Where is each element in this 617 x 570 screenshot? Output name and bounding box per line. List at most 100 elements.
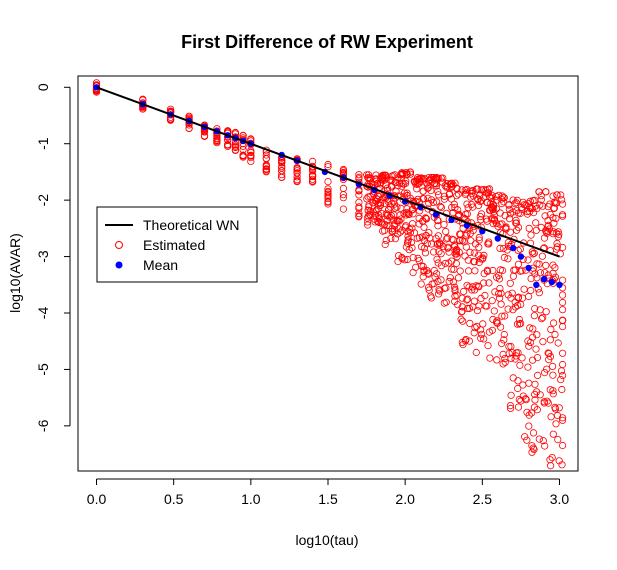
estimated-point (416, 174, 424, 183)
estimated-point (529, 325, 537, 333)
estimated-point (528, 333, 537, 341)
estimated-point (530, 445, 538, 453)
estimated-point (512, 219, 520, 227)
estimated-point (391, 235, 399, 243)
estimated-point (529, 429, 538, 437)
estimated-point (456, 237, 464, 245)
estimated-point (558, 211, 567, 219)
estimated-point (466, 248, 474, 256)
estimated-point (278, 164, 286, 172)
estimated-point (435, 286, 443, 294)
estimated-point (462, 231, 470, 240)
estimated-point (495, 271, 503, 280)
estimated-point (380, 199, 389, 208)
estimated-point (477, 334, 485, 342)
estimated-point (558, 414, 567, 422)
estimated-point (365, 210, 374, 219)
x-tick-label: 0.0 (87, 491, 107, 507)
estimated-point (460, 238, 468, 246)
estimated-point (530, 312, 539, 320)
estimated-point (515, 395, 523, 404)
x-tick-label: 1.5 (318, 491, 338, 507)
y-tick-label: -1 (35, 137, 51, 150)
estimated-point (464, 204, 472, 212)
estimated-point (531, 396, 539, 404)
estimated-point (457, 315, 465, 323)
estimated-point (533, 406, 541, 414)
estimated-point (448, 179, 456, 187)
estimated-point (262, 162, 270, 170)
estimated-point (437, 203, 445, 212)
estimated-point (507, 294, 515, 302)
estimated-point (374, 192, 383, 201)
estimated-point (339, 165, 347, 174)
estimated-point (513, 320, 522, 328)
estimated-point (544, 399, 552, 407)
estimated-point (537, 192, 545, 200)
estimated-point (471, 324, 479, 332)
estimated-point (521, 395, 530, 403)
estimated-point (557, 191, 565, 199)
estimated-point (498, 312, 506, 320)
estimated-point (506, 401, 514, 410)
estimated-point (496, 244, 504, 252)
estimated-point (262, 151, 270, 159)
estimated-point (535, 289, 543, 297)
y-tick-label: 0 (35, 83, 51, 91)
estimated-point (433, 255, 441, 263)
estimated-point (540, 234, 549, 242)
estimated-point (496, 284, 504, 293)
estimated-point (396, 211, 404, 219)
estimated-point (485, 279, 493, 287)
estimated-point (507, 342, 515, 351)
estimated-point (409, 268, 417, 277)
estimated-point (451, 292, 459, 300)
estimated-point (505, 342, 513, 351)
estimated-point (516, 361, 524, 369)
estimated-point (558, 316, 567, 325)
estimated-point (405, 210, 413, 218)
y-tick-label: -2 (35, 194, 51, 207)
estimated-point (475, 236, 483, 244)
estimated-point (488, 297, 496, 305)
estimated-point (555, 230, 563, 239)
x-axis: 0.0 0.5 1.0 1.5 2.0 2.5 3.0 (87, 478, 569, 507)
estimated-point (463, 200, 471, 208)
estimated-point (538, 252, 547, 260)
estimated-point (549, 387, 557, 395)
estimated-point (539, 202, 547, 210)
estimated-point (500, 330, 508, 339)
estimated-point (440, 221, 448, 229)
estimated-point (417, 262, 426, 270)
estimated-point (440, 195, 448, 203)
estimated-point (558, 322, 567, 331)
mean-point (556, 281, 563, 288)
estimated-point (532, 345, 540, 353)
estimated-point (555, 457, 563, 465)
estimated-point (466, 187, 474, 195)
estimated-point (365, 201, 373, 209)
estimated-point (516, 245, 524, 253)
estimated-point (542, 308, 550, 316)
estimated-point (510, 266, 518, 274)
estimated-point (378, 220, 386, 228)
estimated-point (231, 142, 239, 150)
estimated-point (499, 350, 507, 358)
estimated-point (533, 274, 541, 282)
estimated-point (502, 223, 510, 231)
estimated-point (554, 228, 562, 236)
estimated-point (544, 271, 552, 279)
estimated-point (364, 207, 372, 215)
estimated-point (410, 229, 419, 237)
estimated-point (451, 241, 459, 249)
estimated-point (355, 191, 363, 199)
estimated-point (558, 441, 567, 450)
estimated-point (514, 403, 523, 411)
y-tick-label: -4 (35, 307, 51, 320)
estimated-point (366, 176, 374, 184)
theoretical-series (96, 86, 560, 258)
estimated-point (558, 360, 567, 369)
estimated-point (247, 147, 255, 155)
estimated-point (433, 216, 442, 224)
estimated-point (403, 239, 412, 247)
